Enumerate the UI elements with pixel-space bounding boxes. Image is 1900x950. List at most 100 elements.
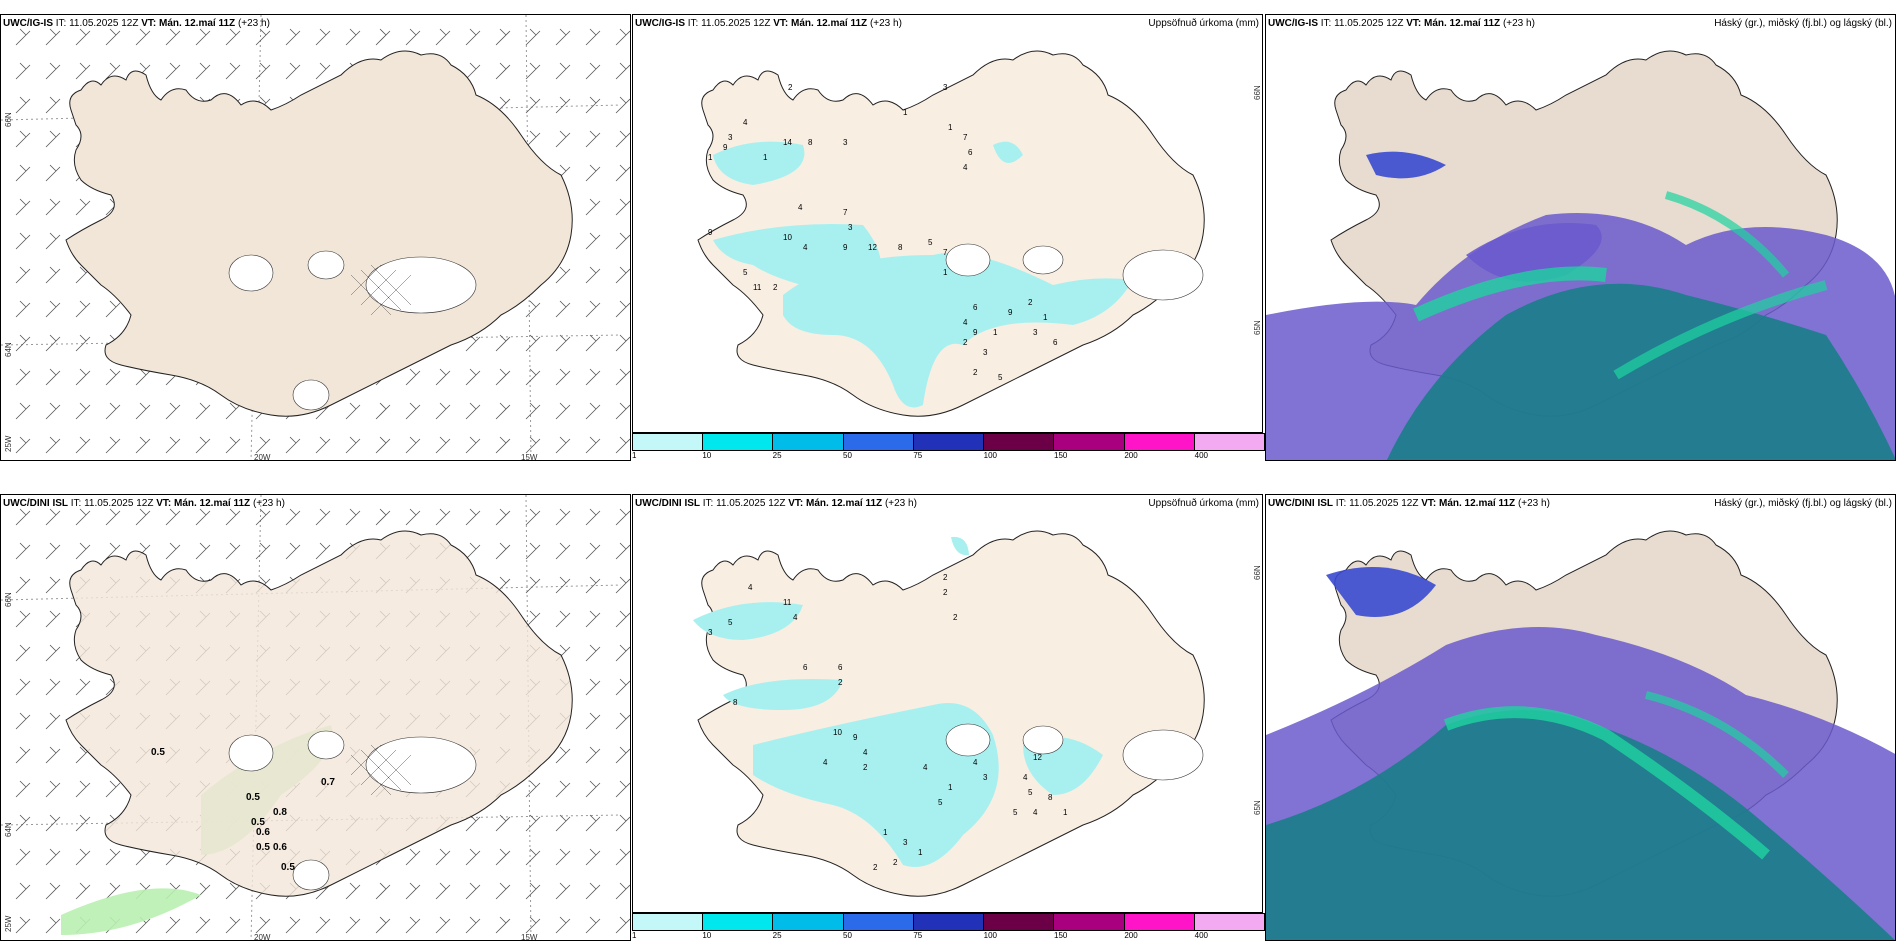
panel-dini-wind: UWC/DINI ISL IT: 11.05.2025 12Z VT: Mán.… xyxy=(0,494,631,941)
wind-barb xyxy=(285,62,301,80)
precip-value: 7 xyxy=(943,248,948,257)
wind-barb xyxy=(405,916,421,934)
wind-barb xyxy=(495,28,511,46)
precip-value: 5 xyxy=(1013,808,1018,817)
colorbar-tick: 150 xyxy=(1054,931,1068,940)
lat-label: 66N xyxy=(4,592,13,607)
wind-barb xyxy=(465,848,481,866)
panel-title: UWC/DINI ISL IT: 11.05.2025 12Z VT: Mán.… xyxy=(635,498,917,509)
wind-barb xyxy=(45,62,61,80)
lon-label: 15W xyxy=(521,933,538,941)
wind-barb xyxy=(465,508,481,526)
wind-barb xyxy=(135,368,151,386)
colorbar-labels: 1 10 25 50 75 100 150 200 400 xyxy=(632,931,1265,941)
wind-barb xyxy=(135,28,151,46)
colorbar-swatch xyxy=(633,434,704,450)
precip-colorbar: 1 10 25 50 75 100 150 200 400 xyxy=(632,433,1265,461)
wind-barb xyxy=(555,610,571,628)
wind-barb xyxy=(15,576,31,594)
wind-barb xyxy=(585,712,601,730)
wind-barb xyxy=(465,368,481,386)
wind-barb xyxy=(555,576,571,594)
precip-value: 1 xyxy=(993,328,998,337)
iceland-land xyxy=(65,50,573,417)
precip-value: 2 xyxy=(943,588,948,597)
wind-barb xyxy=(495,814,511,832)
precip-value: 0.5 xyxy=(251,817,265,828)
wind-barb xyxy=(495,62,511,80)
colorbar-labels: 1 10 25 50 75 100 150 200 400 xyxy=(632,451,1265,461)
lon-label: 20W xyxy=(254,453,271,461)
colorbar-swatch xyxy=(1124,914,1195,930)
colorbar-swatch xyxy=(703,434,774,450)
precip-value: 2 xyxy=(863,763,868,772)
wind-barb xyxy=(165,436,181,454)
wind-barb xyxy=(585,436,601,454)
wind-barb xyxy=(435,436,451,454)
wind-barb xyxy=(585,814,601,832)
wind-barb xyxy=(585,334,601,352)
wind-barb xyxy=(615,814,630,832)
hatch-area xyxy=(350,744,412,796)
cloud-layers xyxy=(1266,567,1895,940)
wind-barb xyxy=(45,402,61,420)
wind-barb xyxy=(615,746,630,764)
wind-barb xyxy=(285,542,301,560)
precip-value: 1 xyxy=(948,123,953,132)
wind-barb xyxy=(75,402,91,420)
colorbar-swatch xyxy=(1054,434,1125,450)
wind-barb xyxy=(585,508,601,526)
precip-value: 4 xyxy=(1033,808,1038,817)
wind-barb xyxy=(585,402,601,420)
wind-barb xyxy=(585,848,601,866)
wind-barb xyxy=(315,508,331,526)
wind-barb xyxy=(525,576,541,594)
wind-barb xyxy=(525,508,541,526)
cloud-map xyxy=(1266,50,1895,460)
lat-label: 65N xyxy=(1253,320,1262,335)
wind-barb xyxy=(255,916,271,934)
precip-value: 3 xyxy=(728,133,733,142)
wind-barb xyxy=(615,198,630,216)
wind-barb xyxy=(615,164,630,182)
precip-value: 5 xyxy=(743,268,748,277)
precip-value: 7 xyxy=(963,133,968,142)
wind-barb xyxy=(15,814,31,832)
colorbar-swatches xyxy=(632,913,1265,931)
wind-barb xyxy=(615,916,630,934)
wind-barb xyxy=(285,916,301,934)
colorbar-tick: 25 xyxy=(772,451,782,460)
colorbar-tick: 75 xyxy=(913,451,923,460)
wind-barb xyxy=(345,916,361,934)
wind-barb xyxy=(75,436,91,454)
wind-barb xyxy=(585,96,601,114)
wind-barb xyxy=(375,508,391,526)
wind-barb xyxy=(465,916,481,934)
colorbar-tick: 200 xyxy=(1124,451,1138,460)
colorbar-tick: 400 xyxy=(1194,451,1209,460)
colorbar-tick: 100 xyxy=(983,451,998,460)
colorbar-tick: 100 xyxy=(983,931,998,940)
wind-barb xyxy=(585,164,601,182)
wind-barb xyxy=(105,780,121,798)
precip-value: 5 xyxy=(938,798,943,807)
colorbar-tick: 50 xyxy=(843,931,852,940)
precip-value: 10 xyxy=(833,728,842,737)
wind-barb xyxy=(375,402,391,420)
wind-barb xyxy=(525,436,541,454)
wind-barb xyxy=(615,266,630,284)
wind-barb xyxy=(15,334,31,352)
wind-barb xyxy=(45,96,61,114)
wind-barb xyxy=(495,916,511,934)
wind-barb xyxy=(105,368,121,386)
wind-barb xyxy=(555,746,571,764)
wind-barb xyxy=(435,882,451,900)
wind-barb xyxy=(525,62,541,80)
wind-barb xyxy=(45,882,61,900)
panel-igis-wind: UWC/IG-IS IT: 11.05.2025 12Z VT: Mán. 12… xyxy=(0,14,631,461)
precip-value: 4 xyxy=(743,118,748,127)
wind-barb xyxy=(615,402,630,420)
precip-value: 2 xyxy=(943,573,948,582)
